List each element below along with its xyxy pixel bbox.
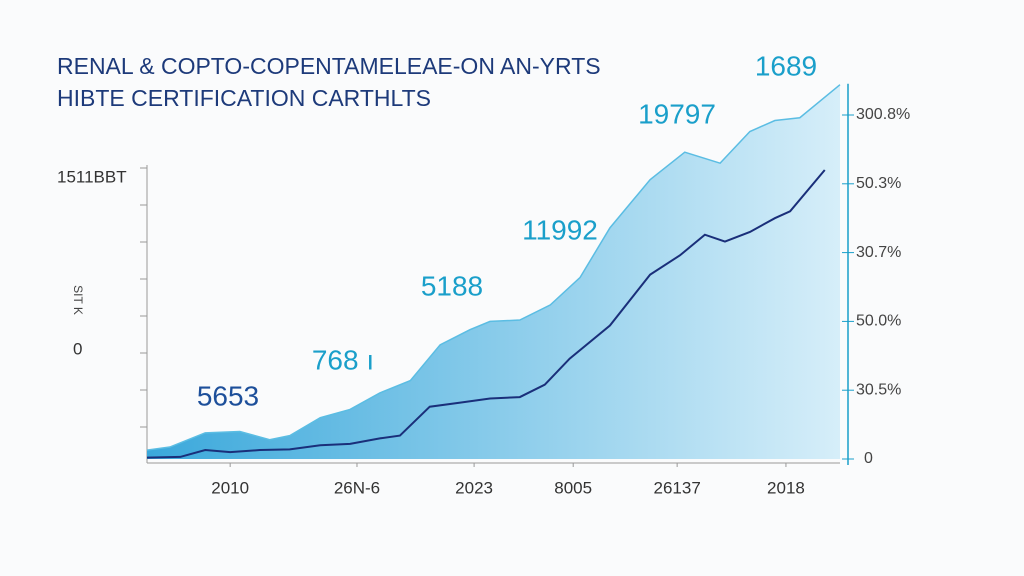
x-tick-label: 2010 bbox=[211, 478, 249, 497]
x-tick-label: 2018 bbox=[767, 478, 805, 497]
x-tick-label: 26N-6 bbox=[334, 478, 380, 497]
annotation: 1689 bbox=[755, 50, 817, 81]
x-tick-label: 26137 bbox=[654, 478, 701, 497]
y-axis-label: SIT K bbox=[71, 285, 85, 315]
y-tick-label: 0 bbox=[864, 450, 873, 467]
annotation: 11992 bbox=[522, 214, 598, 245]
annotation: 19797 bbox=[638, 98, 716, 129]
annotation: 5653 bbox=[197, 380, 259, 411]
area-edge bbox=[146, 84, 841, 451]
y-tick-label: 30.5% bbox=[856, 381, 901, 398]
x-tick-label: 2023 bbox=[455, 478, 493, 497]
annotation: 5188 bbox=[421, 270, 483, 301]
annotation: 768 ı bbox=[312, 344, 374, 375]
left-label: 1511BBT bbox=[57, 167, 127, 186]
y-tick-label: 30.7% bbox=[856, 244, 901, 261]
x-tick-label: 8005 bbox=[554, 478, 592, 497]
line bbox=[146, 169, 826, 459]
chart-title: RENAL & COPTO-COPENTAMELEAE-ON AN-YRTS bbox=[57, 53, 601, 79]
y-tick-label: 50.0% bbox=[856, 313, 901, 330]
chart-subtitle: HIBTE CERTIFICATION CARTHLTS bbox=[57, 85, 431, 111]
y-tick-label: 50.3% bbox=[856, 175, 901, 192]
y-tick-label: 300.8% bbox=[856, 106, 910, 123]
left-label: 0 bbox=[73, 339, 82, 358]
area bbox=[147, 84, 840, 459]
left-axis bbox=[140, 165, 148, 463]
